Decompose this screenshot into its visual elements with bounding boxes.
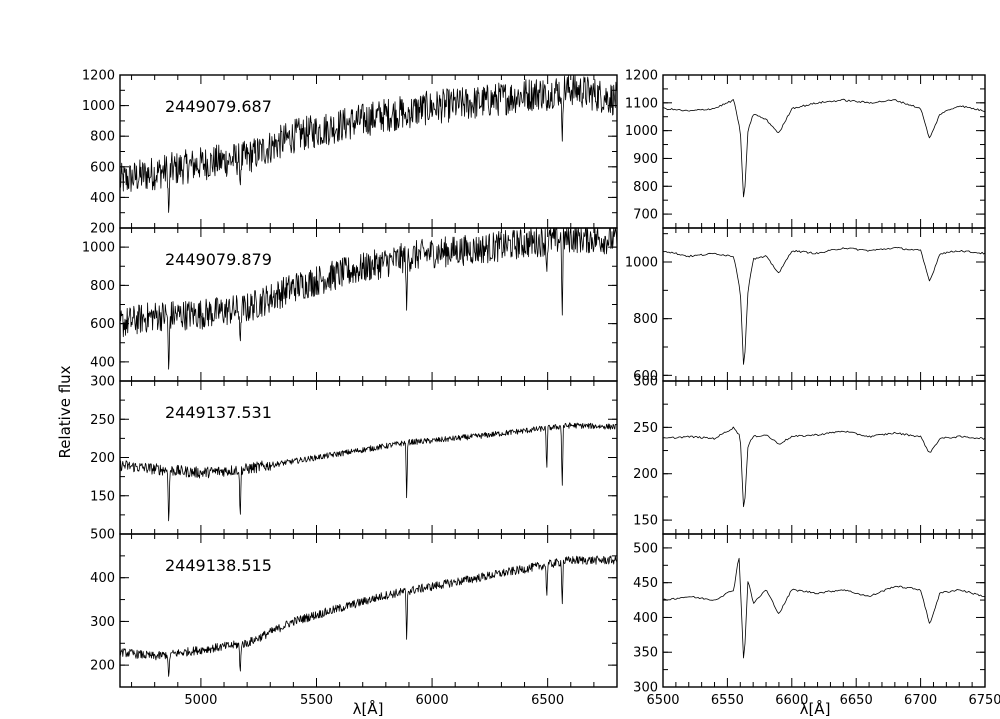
zoom-panel-3: 150 200 250 300 <box>633 375 986 535</box>
y-tick-label: 500 <box>633 541 658 556</box>
zoom-panel-4: 300 350 400 450 500 6500 6550 6600 6650 6700 6750 <box>633 533 1000 708</box>
y-tick-label: 400 <box>90 571 115 586</box>
y-tick-label: 150 <box>90 489 115 504</box>
y-tick-label: 300 <box>90 615 115 630</box>
epoch-label: 2449137.531 <box>165 403 272 422</box>
epoch-label: 2449079.879 <box>165 250 272 269</box>
y-tick-label: 600 <box>90 317 115 332</box>
y-tick-label: 700 <box>633 208 658 223</box>
spectrum-panel-3: 150 200 250 300 2449137.531 <box>90 375 618 535</box>
panel-frame <box>662 227 986 382</box>
x-axis-title-right: λ[Å] <box>800 699 831 718</box>
x-tick-label: 6500 <box>646 693 679 708</box>
spectrum-line <box>119 555 618 677</box>
y-tick-label: 1200 <box>625 69 658 84</box>
y-tick-label: 250 <box>633 421 658 436</box>
x-tick-label: 6750 <box>968 693 1000 708</box>
panel-frame <box>119 533 618 688</box>
y-tick-label: 900 <box>633 152 658 167</box>
spectrum-panel-2: 400 600 800 1000 2449079.879 <box>82 227 618 382</box>
y-tick-label: 200 <box>633 467 658 482</box>
y-tick-label: 1000 <box>82 241 115 256</box>
y-tick-label: 800 <box>633 312 658 327</box>
y-tick-label: 450 <box>633 576 658 591</box>
x-tick-label: 6650 <box>840 693 873 708</box>
y-tick-label: 600 <box>633 369 658 384</box>
y-tick-label: 1100 <box>625 96 658 111</box>
y-axis-title: Relative flux <box>56 365 74 458</box>
panel-frame <box>662 380 986 535</box>
y-tick-label: 250 <box>90 413 115 428</box>
x-tick-label: 6700 <box>904 693 937 708</box>
spectrum-line <box>662 98 986 198</box>
y-tick-label: 1000 <box>82 99 115 114</box>
spectrum-panel-4: 200 300 400 500 5000 5500 6000 6500 2449138.515 <box>90 528 618 708</box>
y-tick-label: 800 <box>633 180 658 195</box>
y-tick-label: 1200 <box>82 69 115 84</box>
x-tick-label: 5000 <box>184 693 217 708</box>
x-tick-label: 6500 <box>531 693 564 708</box>
y-tick-label: 800 <box>90 130 115 145</box>
epoch-label: 2449138.515 <box>165 556 272 575</box>
panel-frame <box>662 533 986 688</box>
y-tick-label: 200 <box>90 451 115 466</box>
y-tick-label: 1000 <box>625 124 658 139</box>
y-tick-label: 200 <box>90 659 115 674</box>
chart-panels: 200 400 600 800 1000 1200 2449079.687 400 600 800… <box>82 69 1000 709</box>
y-tick-label: 300 <box>633 375 658 390</box>
spectrum-line <box>119 422 618 522</box>
y-tick-label: 400 <box>90 191 115 206</box>
x-axis-title-left: λ[Å] <box>353 699 384 718</box>
spectrum-line <box>662 426 986 508</box>
y-tick-label: 400 <box>633 611 658 626</box>
x-tick-label: 6550 <box>711 693 744 708</box>
y-tick-label: 600 <box>90 160 115 175</box>
spectrum-line <box>119 227 618 370</box>
spectrum-panel-1: 200 400 600 800 1000 1200 2449079.687 <box>82 69 618 237</box>
x-tick-label: 6000 <box>416 693 449 708</box>
x-tick-label: 5500 <box>300 693 333 708</box>
y-tick-label: 300 <box>90 375 115 390</box>
spectrum-line <box>119 74 618 213</box>
y-tick-label: 150 <box>633 514 658 529</box>
y-tick-label: 1000 <box>625 256 658 271</box>
spectrum-line <box>662 557 986 659</box>
y-tick-label: 400 <box>90 355 115 370</box>
y-tick-label: 200 <box>90 222 115 237</box>
spectrum-line <box>662 247 986 365</box>
zoom-panel-1: 700 800 900 1000 1100 1200 <box>625 69 986 229</box>
panel-frame <box>662 74 986 229</box>
y-tick-label: 300 <box>633 681 658 696</box>
x-tick-label: 6600 <box>775 693 808 708</box>
zoom-panel-2: 600 800 1000 <box>625 227 986 384</box>
y-tick-label: 350 <box>633 646 658 661</box>
y-tick-label: 500 <box>90 528 115 543</box>
y-tick-label: 800 <box>90 279 115 294</box>
epoch-label: 2449079.687 <box>165 97 272 116</box>
